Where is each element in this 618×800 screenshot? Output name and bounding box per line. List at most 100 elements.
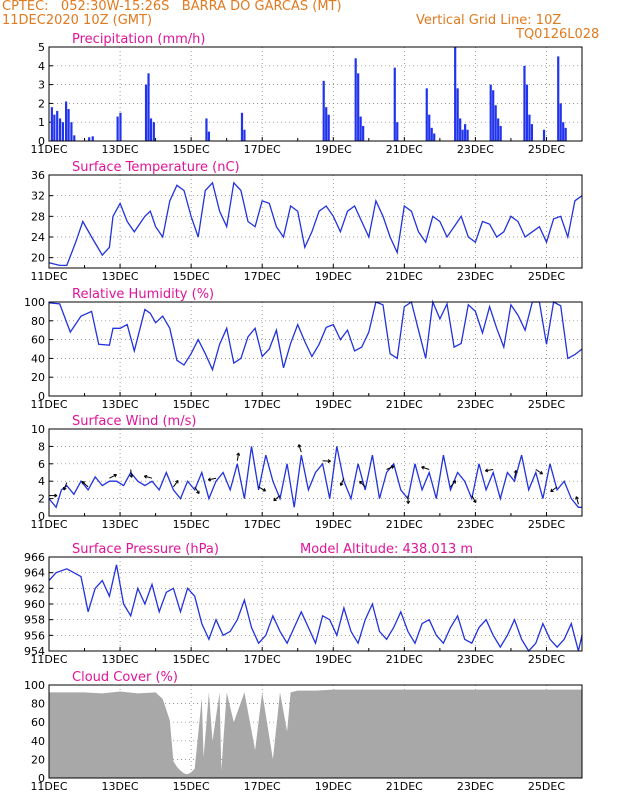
x-tick-label: 11DEC (30, 143, 67, 156)
header-line1: CPTEC: 052:30W-15:26S BARRA DO GARCAS (M… (2, 0, 342, 14)
wind-arrow-head (62, 486, 67, 491)
precip-bar (240, 112, 244, 141)
x-tick-label: 25DEC (528, 398, 565, 411)
wind-arrow-head (196, 490, 200, 495)
wind-arrow (194, 486, 200, 494)
wind-arrow (81, 481, 89, 488)
precip-bar (430, 127, 433, 141)
wind-arrow-head (175, 479, 179, 484)
wind-arrow (144, 475, 153, 479)
wind-arrow (535, 469, 543, 475)
precip-bar (327, 114, 330, 141)
x-tick-label: 19DEC (315, 143, 352, 156)
y-tick-label: 100 (24, 679, 45, 692)
panel-title: Cloud Cover (%) (72, 670, 178, 685)
x-tick-label: 15DEC (173, 270, 210, 283)
wind-arrow-head (539, 470, 543, 475)
precip-bar (459, 118, 462, 141)
wind-arrow-head (484, 468, 489, 473)
y-tick-label: 958 (24, 614, 45, 627)
x-tick-label: 21DEC (386, 143, 423, 156)
x-tick-label: 13DEC (102, 143, 139, 156)
wind-arrow-head (236, 452, 241, 456)
y-tick-label: 4 (38, 475, 45, 488)
x-tick-label: 13DEC (102, 398, 139, 411)
y-tick-label: 20 (31, 753, 45, 766)
wind-arrow-head (472, 499, 477, 503)
precip-bar (564, 127, 567, 141)
precip-bar (359, 116, 362, 141)
x-tick-label: 13DEC (102, 653, 139, 666)
precip-bar (464, 124, 467, 141)
y-tick-label: 954 (24, 645, 45, 658)
precip-bar (243, 129, 246, 141)
y-tick-label: 6 (38, 458, 45, 471)
y-tick-label: 0 (38, 390, 45, 403)
series-line (48, 299, 583, 372)
wind-arrow-head (339, 482, 344, 486)
y-tick-label: 40 (31, 735, 45, 748)
x-tick-label: 17DEC (244, 143, 281, 156)
x-tick-label: 25DEC (528, 143, 565, 156)
wind-arrow-head (406, 500, 411, 504)
wind-arrow (485, 469, 494, 472)
precip-bar (489, 84, 492, 141)
x-tick-label: 25DEC (528, 653, 565, 666)
precip-bar (542, 129, 546, 141)
wind-arrow-head (129, 474, 134, 478)
wind-arrow-head (513, 470, 518, 474)
wind-arrow (208, 477, 217, 481)
wind-arrow-head (207, 477, 212, 482)
y-tick-label: 28 (31, 210, 45, 223)
x-tick-label: 15DEC (173, 398, 210, 411)
precip-bar (147, 73, 150, 141)
y-tick-label: 4 (38, 60, 45, 73)
x-tick-label: 17DEC (244, 653, 281, 666)
y-tick-label: 962 (24, 582, 45, 595)
precip-bar (454, 47, 457, 141)
x-tick-label: 23DEC (457, 653, 494, 666)
x-tick-label: 21DEC (386, 653, 423, 666)
wind-arrow (172, 480, 179, 488)
x-tick-label: 23DEC (457, 270, 494, 283)
wind-arrow (421, 466, 430, 470)
x-tick-label: 25DEC (528, 270, 565, 283)
wind-arrow (273, 495, 281, 502)
wind-arrow-head (421, 465, 425, 470)
series-line (48, 446, 582, 509)
x-tick-label: 17DEC (244, 780, 281, 793)
y-tick-label: 80 (31, 315, 45, 328)
precip-bar (56, 110, 59, 141)
precip-bar (525, 84, 529, 141)
wind-arrow-head (359, 480, 363, 485)
precip-bar (492, 90, 495, 141)
x-tick-label: 23DEC (457, 518, 494, 531)
x-tick-label: 15DEC (173, 653, 210, 666)
precip-bar (73, 135, 76, 141)
wind-arrow (63, 482, 68, 491)
panel-title: Surface Wind (m/s) (72, 414, 196, 429)
y-tick-label: 24 (31, 231, 45, 244)
wind-arrow (109, 474, 117, 479)
y-tick-label: 2 (38, 493, 45, 506)
wind-arrow (130, 469, 133, 478)
x-tick-label: 19DEC (315, 780, 352, 793)
wind-arrow (236, 452, 240, 461)
x-tick-label: 23DEC (457, 398, 494, 411)
wind-arrow-head (54, 493, 58, 498)
wind-arrow-head (143, 474, 148, 479)
precip-bar (557, 56, 560, 141)
y-tick-label: 40 (31, 352, 45, 365)
x-tick-label: 11DEC (30, 270, 67, 283)
y-tick-label: 5 (38, 41, 45, 54)
x-tick-label: 17DEC (244, 398, 281, 411)
x-tick-label: 13DEC (102, 270, 139, 283)
y-tick-label: 0 (38, 135, 45, 148)
precip-bar (456, 88, 459, 141)
y-tick-label: 0 (38, 510, 45, 523)
panel-title: Surface Pressure (hPa) (72, 542, 219, 557)
x-tick-label: 15DEC (173, 143, 210, 156)
precip-bar (207, 131, 211, 141)
precip-bar (322, 80, 325, 141)
x-tick-label: 25DEC (528, 780, 565, 793)
